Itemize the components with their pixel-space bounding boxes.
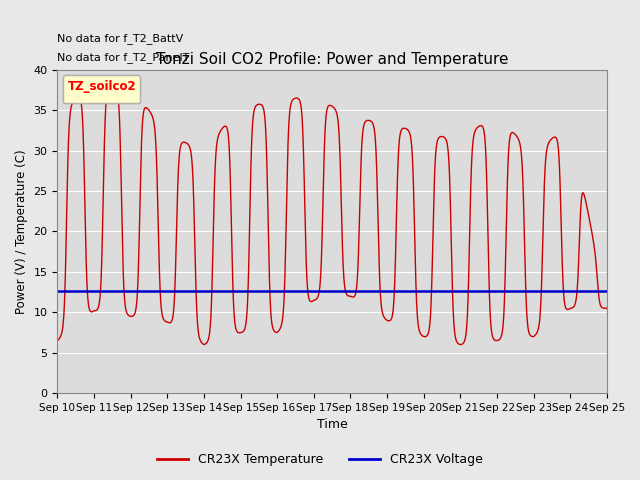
Legend:  <box>63 75 140 103</box>
X-axis label: Time: Time <box>317 419 348 432</box>
Legend: CR23X Temperature, CR23X Voltage: CR23X Temperature, CR23X Voltage <box>152 448 488 471</box>
Text: No data for f_T2_BattV: No data for f_T2_BattV <box>58 33 184 44</box>
Y-axis label: Power (V) / Temperature (C): Power (V) / Temperature (C) <box>15 149 28 314</box>
Text: No data for f_T2_PanelT: No data for f_T2_PanelT <box>58 52 190 63</box>
Title: Tonzi Soil CO2 Profile: Power and Temperature: Tonzi Soil CO2 Profile: Power and Temper… <box>156 52 508 67</box>
